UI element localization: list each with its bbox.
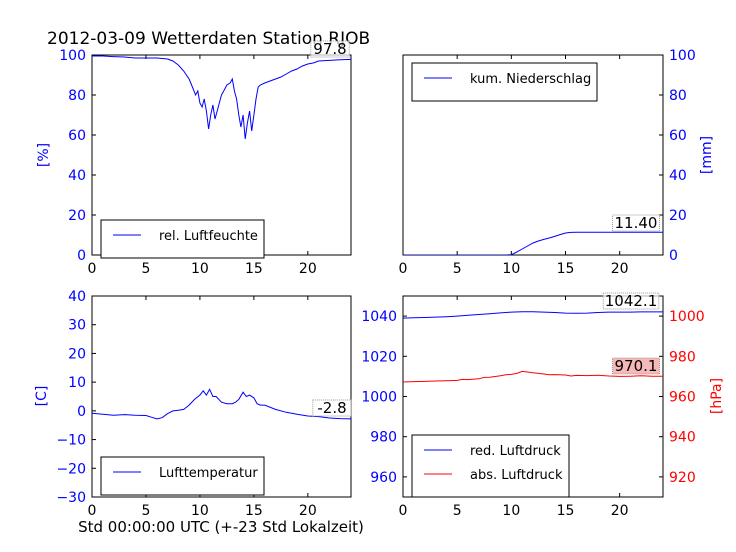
last-value-label: 97.8	[313, 40, 346, 58]
y-tick-label: 40	[669, 168, 687, 184]
plot-frame	[91, 295, 352, 498]
footer-xlabel: Std 00:00:00 UTC (+-23 Std Lokalzeit)	[78, 518, 364, 536]
last-value-label: -2.8	[317, 399, 346, 417]
y-tick-label: −10	[56, 433, 86, 449]
y-tick-label: 20	[669, 208, 687, 224]
y-tick-label: 20	[68, 346, 86, 362]
x-tick-label: 10	[502, 503, 520, 519]
series-line	[92, 55, 351, 140]
abs-luftdruck-value-label-box	[612, 357, 660, 375]
panel-top-left: 0 5 10 15 20 0 20 40 60 80 100 [%] 97.8 rel. Luftfeuc…	[36, 40, 352, 277]
legend-box	[411, 434, 570, 498]
x-tick-label: 20	[611, 503, 629, 519]
y-tick-label: 0	[669, 248, 678, 264]
y-axis-label: [mm]	[699, 136, 715, 174]
x-tick-label: 5	[141, 261, 150, 277]
legend-label: kum. Niederschlag	[470, 72, 591, 87]
y-tick-label: 0	[77, 248, 86, 264]
y-tick-label: 920	[669, 470, 696, 486]
x-tick-label: 0	[88, 503, 97, 519]
series-line	[403, 370, 663, 383]
x-tick-label: 5	[141, 503, 150, 519]
legend-box	[100, 456, 265, 496]
y-tick-label: 10	[68, 375, 86, 391]
legend-label: red. Luftdruck	[470, 444, 561, 459]
x-tick-label: 15	[245, 261, 263, 277]
y-tick-label: 60	[669, 128, 687, 144]
x-tick-label: 20	[299, 261, 317, 277]
y-tick-label: −20	[56, 461, 86, 477]
last-value-label-box	[310, 40, 350, 58]
y-tick-label: 40	[68, 168, 86, 184]
y-tick-label: 1000	[669, 309, 705, 325]
x-tick-label: 0	[88, 261, 97, 277]
y-tick-label: 20	[68, 208, 86, 224]
y-tick-label: 940	[669, 430, 696, 446]
x-tick-label: 10	[191, 503, 209, 519]
x-tick-label: 10	[191, 261, 209, 277]
y-tick-label: 1020	[361, 349, 397, 365]
y-tick-label: 980	[370, 430, 397, 446]
y-tick-label: 960	[370, 470, 397, 486]
last-value-label: 11.40	[615, 214, 658, 232]
x-tick-label: 5	[453, 261, 462, 277]
x-tick-label: 20	[299, 503, 317, 519]
x-tick-label: 15	[557, 261, 575, 277]
y-tick-label: −30	[56, 490, 86, 506]
x-tick-label: 0	[399, 503, 408, 519]
legend-label: abs. Luftdruck	[470, 468, 563, 483]
legend-label: rel. Luftfeuchte	[159, 229, 258, 244]
last-value-label-box	[312, 399, 352, 417]
y-tick-label: 30	[68, 318, 86, 334]
legend-box	[411, 62, 598, 102]
red-luftdruck-value-label-box	[602, 292, 660, 310]
y-tick-label: 1040	[361, 309, 397, 325]
y-tick-label: 80	[68, 88, 86, 104]
series-line	[403, 311, 663, 319]
abs-luftdruck-value-label: 970.1	[615, 357, 658, 375]
red-luftdruck-value-label: 1042.1	[605, 292, 658, 310]
y-tick-label: 960	[669, 390, 696, 406]
y-axis-label: [C]	[34, 386, 50, 407]
y-tick-label: 980	[669, 349, 696, 365]
chart-title: 2012-03-09 Wetterdaten Station RJOB	[47, 29, 370, 49]
y-tick-label: 60	[68, 128, 86, 144]
legend-box	[100, 219, 265, 259]
y-tick-label: 40	[68, 289, 86, 305]
y-axis-label: [%]	[36, 143, 52, 167]
x-tick-label: 15	[245, 503, 263, 519]
y-tick-label: 80	[669, 88, 687, 104]
panel-bottom-right: 0 5 10 15 20 960 980 1000 1020 1040 920 940 960 980 10…	[361, 292, 725, 519]
x-tick-label: 10	[502, 261, 520, 277]
y-axis-label: [hPa]	[709, 378, 725, 414]
x-tick-label: 5	[453, 503, 462, 519]
last-value-label-box	[612, 214, 660, 232]
x-tick-label: 0	[399, 261, 408, 277]
y-tick-label: 100	[669, 48, 696, 64]
y-tick-label: 1000	[361, 390, 397, 406]
x-tick-label: 15	[557, 503, 575, 519]
series-line	[92, 388, 351, 420]
x-tick-label: 20	[611, 261, 629, 277]
series-line	[403, 231, 663, 255]
y-tick-label: 100	[59, 48, 86, 64]
panel-bottom-left: 0 5 10 15 20 −30 −20 −10 0 10 20 30 40 [C] -2.8 Lufttem…	[34, 289, 352, 519]
legend-label: Lufttemperatur	[159, 466, 258, 481]
y-tick-label: 0	[77, 404, 86, 420]
plot-frame	[402, 54, 664, 256]
panel-top-right: 0 5 10 15 20 0 20 40 60 80 100 [mm] 11.40 kum. Nieder…	[399, 48, 715, 277]
